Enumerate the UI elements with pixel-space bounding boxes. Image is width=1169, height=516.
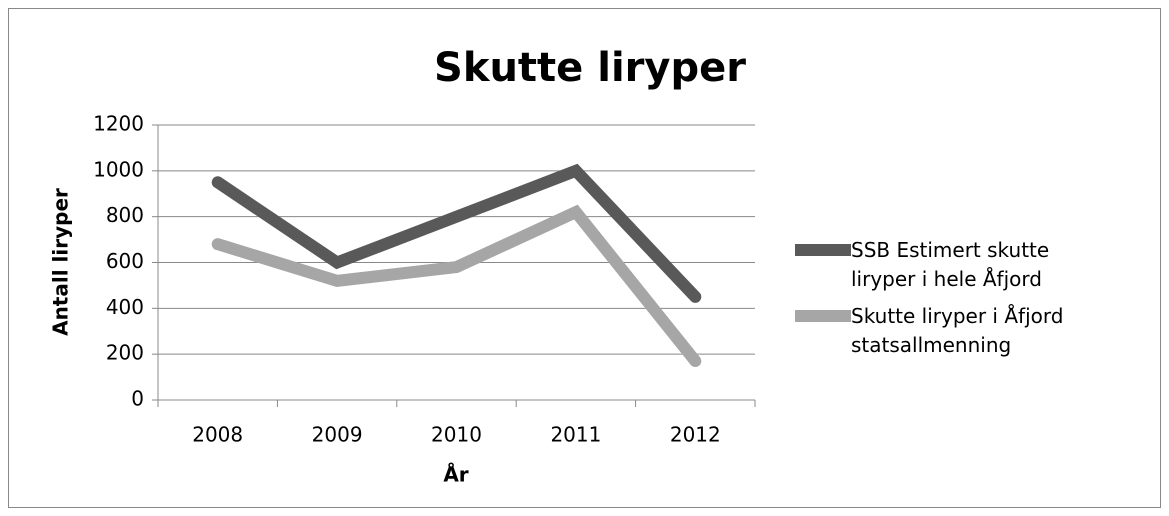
x-tick-label: 2010 <box>431 423 482 447</box>
legend-label: Skutte liryper i Åfjord statsallmenning <box>851 304 1064 357</box>
y-tick-label: 0 <box>131 387 144 411</box>
y-tick-label: 400 <box>106 295 144 319</box>
legend: SSB Estimert skutte liryper i hele Åfjor… <box>795 236 1106 368</box>
legend-item: Skutte liryper i Åfjord statsallmenning <box>795 302 1106 360</box>
y-tick-label: 1000 <box>93 157 144 181</box>
x-tick-label: 2009 <box>312 423 363 447</box>
x-axis-label: År <box>443 463 468 487</box>
y-tick-label: 600 <box>106 249 144 273</box>
x-tick-label: 2011 <box>550 423 601 447</box>
chart-border <box>8 8 1161 508</box>
chart-title: Skutte liryper <box>434 45 746 91</box>
x-tick-label: 2012 <box>670 423 721 447</box>
series-line <box>211 163 702 303</box>
y-axis-label: Antall liryper <box>49 188 73 336</box>
series-line <box>211 204 702 368</box>
legend-swatch <box>795 244 851 256</box>
y-tick-label: 200 <box>106 341 144 365</box>
y-tick-label: 1200 <box>93 112 144 136</box>
legend-label: SSB Estimert skutte liryper i hele Åfjor… <box>851 238 1050 291</box>
legend-swatch <box>795 310 851 322</box>
x-tick-label: 2008 <box>192 423 243 447</box>
y-tick-label: 800 <box>106 203 144 227</box>
legend-item: SSB Estimert skutte liryper i hele Åfjor… <box>795 236 1106 294</box>
